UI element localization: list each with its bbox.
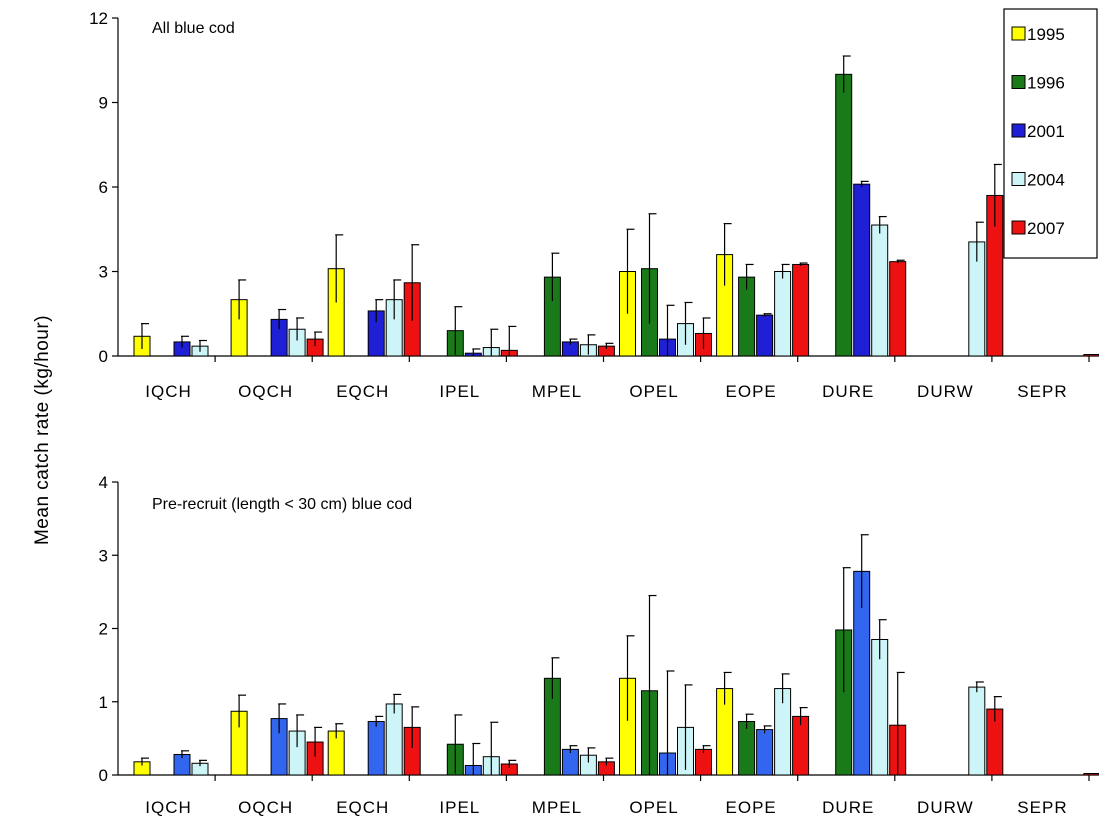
bar-2004-dure — [871, 224, 889, 357]
category-label: IQCH — [145, 798, 192, 817]
category-label: IPEL — [439, 382, 480, 401]
bar-2007-dure — [889, 261, 907, 357]
y-tick-label: 0 — [99, 347, 108, 366]
bar-2007-opel — [695, 748, 712, 776]
bar-2001-dure — [853, 183, 871, 357]
bar-2001-eqch — [367, 721, 385, 776]
legend-swatch-2004 — [1011, 172, 1026, 186]
legend-box — [1003, 8, 1098, 259]
legend-label-2004: 2004 — [1027, 171, 1065, 190]
bar-2001-eope — [756, 314, 774, 357]
category-label: SEPR — [1017, 798, 1067, 817]
legend-swatch-1995 — [1011, 26, 1026, 41]
category-label: OPEL — [629, 382, 678, 401]
bar-2004-eope — [774, 271, 792, 357]
panel-title: Pre-recruit (length < 30 cm) blue cod — [152, 496, 412, 513]
y-tick-label: 0 — [99, 766, 108, 785]
bar-2001-mpel — [561, 748, 579, 776]
category-label: OQCH — [238, 382, 293, 401]
legend-label-2001: 2001 — [1027, 122, 1065, 141]
bar-2004-dure — [871, 638, 889, 776]
y-tick-label: 12 — [89, 9, 108, 28]
y-tick-label: 3 — [99, 546, 108, 565]
category-label: DURE — [822, 382, 874, 401]
category-label: DURE — [822, 798, 874, 817]
category-label: DURW — [917, 382, 974, 401]
category-label: EOPE — [726, 382, 777, 401]
category-label: OPEL — [629, 798, 678, 817]
y-tick-label: 9 — [99, 94, 108, 113]
legend: 1995 1996 2001 2004 2007 — [1003, 8, 1098, 259]
legend-swatch-1996 — [1011, 75, 1026, 89]
category-label: IPEL — [439, 798, 480, 817]
category-label: MPEL — [532, 382, 582, 401]
category-label: SEPR — [1017, 382, 1067, 401]
y-tick-label: 3 — [99, 263, 108, 282]
legend-label-1995: 1995 — [1027, 25, 1065, 44]
legend-label-1996: 1996 — [1027, 74, 1065, 93]
category-label: EQCH — [336, 382, 389, 401]
category-label: DURW — [917, 798, 974, 817]
y-tick-label: 1 — [99, 693, 108, 712]
bar-2007-sepr — [1083, 354, 1099, 357]
panel-pre-recruit: 0 1 2 3 4 Pre-recruit (length < 30 cm) blue c… — [99, 473, 1099, 817]
legend-label-2007: 2007 — [1027, 219, 1065, 238]
bar-2004-durw — [968, 686, 986, 776]
category-label: EOPE — [726, 798, 777, 817]
bar-1996-dure — [835, 73, 853, 357]
legend-swatch-2007 — [1011, 220, 1026, 235]
panel-title: All blue cod — [152, 20, 235, 37]
panel-all-blue-cod: 0 3 6 9 12 All blue cod IQCH OQCH EQCH IPEL MPEL OP… — [89, 9, 1099, 401]
bar-2004-eqch — [385, 703, 403, 776]
bar-2007-sepr — [1083, 773, 1099, 776]
bar-2001-eope — [756, 729, 774, 776]
category-label: OQCH — [238, 798, 293, 817]
category-label: IQCH — [145, 382, 192, 401]
category-label: MPEL — [532, 798, 582, 817]
y-axis-label: Mean catch rate (kg/hour) — [32, 315, 53, 545]
y-tick-label: 4 — [99, 473, 108, 492]
bar-1996-eope — [738, 721, 756, 776]
category-label: EQCH — [336, 798, 389, 817]
y-tick-label: 2 — [99, 620, 108, 639]
y-tick-label: 6 — [99, 178, 108, 197]
legend-swatch-2001 — [1011, 123, 1026, 138]
bar-2007-eope — [792, 263, 810, 357]
